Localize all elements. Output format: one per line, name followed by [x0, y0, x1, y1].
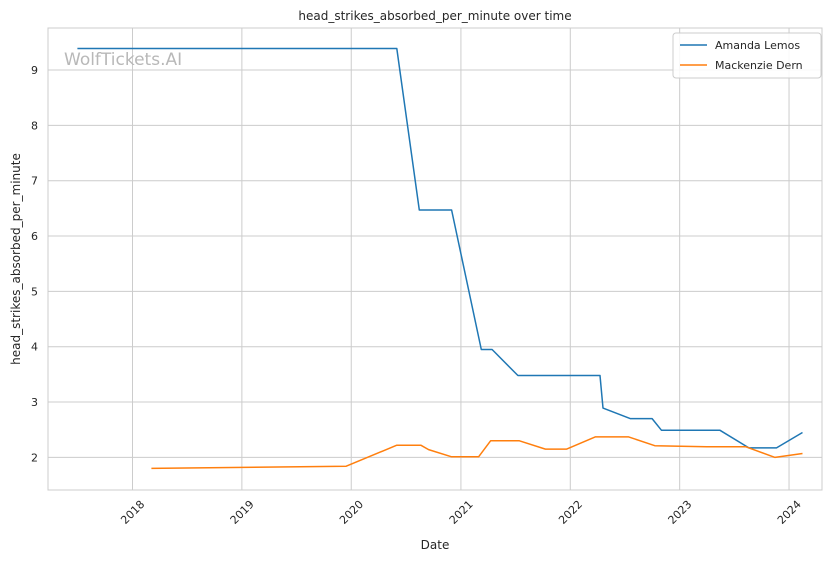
y-tick-labels: 2 3 4 5 6 7 8 9: [31, 64, 38, 464]
y-axis-label: head_strikes_absorbed_per_minute: [9, 153, 23, 365]
x-axis-label: Date: [421, 538, 450, 552]
y-tick-4: 4: [31, 341, 38, 354]
y-tick-2: 2: [31, 451, 38, 464]
y-tick-9: 9: [31, 64, 38, 77]
plot-frame: [47, 27, 823, 491]
x-tick-2018: 2018: [118, 498, 147, 527]
y-tick-3: 3: [31, 396, 38, 409]
x-tick-2024: 2024: [775, 498, 804, 527]
legend-box: [672, 32, 822, 79]
x-tick-labels: 2018 2019 2020 2021 2022 2023 2024: [118, 498, 804, 527]
series-line-amanda-lemos: [77, 47, 803, 449]
x-tick-2023: 2023: [666, 498, 695, 527]
x-tick-2019: 2019: [228, 498, 257, 527]
y-tick-8: 8: [31, 119, 38, 132]
legend-label-amanda-lemos: Amanda Lemos: [715, 39, 800, 52]
grid: [48, 28, 822, 490]
legend-label-mackenzie-dern: Mackenzie Dern: [715, 59, 803, 72]
series-line-mackenzie-dern: [151, 436, 803, 470]
watermark: WolfTickets.AI: [64, 50, 182, 70]
chart-title: head_strikes_absorbed_per_minute over ti…: [298, 9, 571, 23]
legend: Amanda Lemos Mackenzie Dern: [672, 32, 822, 79]
y-tick-6: 6: [31, 230, 38, 243]
series-layer: [77, 47, 803, 470]
x-tick-2022: 2022: [556, 498, 585, 527]
x-tick-2021: 2021: [447, 498, 476, 527]
y-tick-7: 7: [31, 175, 38, 188]
x-tick-2020: 2020: [337, 498, 366, 527]
y-tick-5: 5: [31, 285, 38, 298]
